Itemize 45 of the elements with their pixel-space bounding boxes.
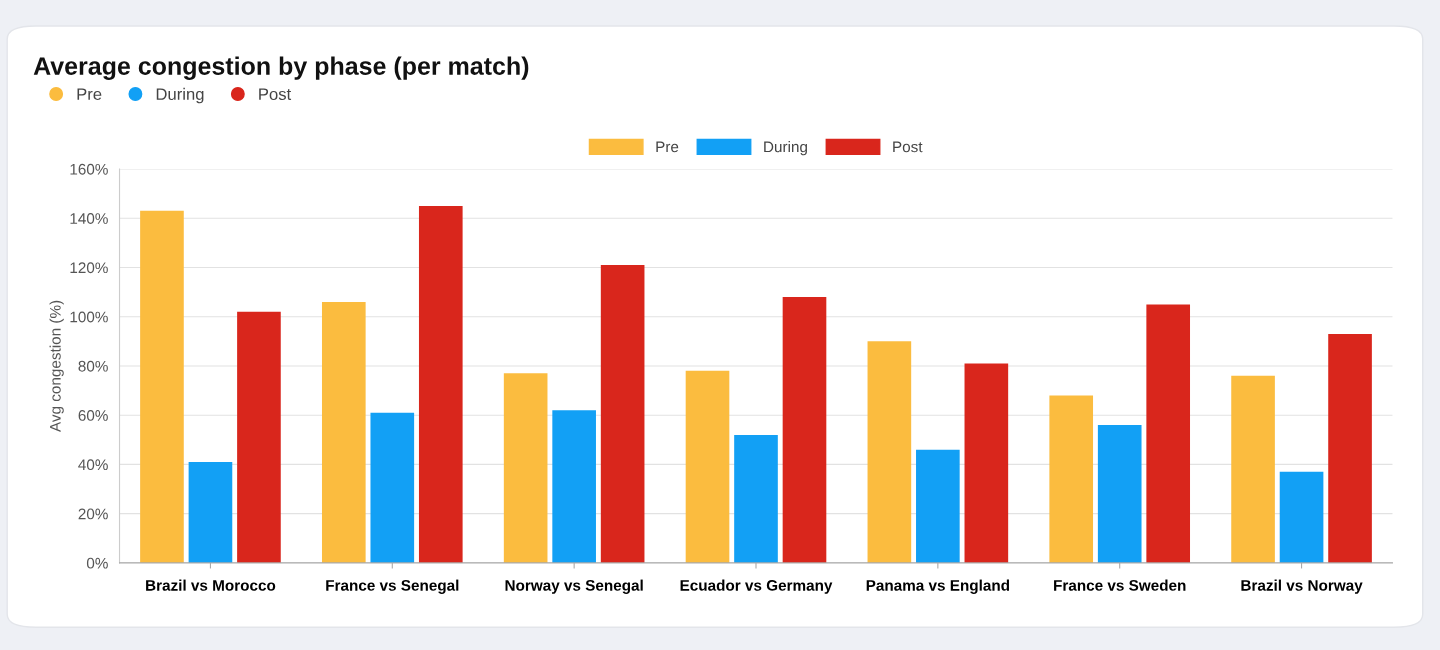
bar <box>734 434 778 563</box>
bar <box>867 341 912 563</box>
x-tick-label: France vs Sweden <box>1054 579 1186 591</box>
y-tick-label: 20% <box>78 508 108 520</box>
bar <box>237 311 281 563</box>
bar <box>1328 333 1372 563</box>
x-tick-label: Brazil vs Morocco <box>146 579 276 591</box>
x-tick-label: Panama vs England <box>866 579 1010 594</box>
bar <box>1279 471 1324 563</box>
bar <box>685 370 730 563</box>
x-tick-label: Norway vs Senegal <box>505 579 643 594</box>
text: Pre <box>77 88 102 101</box>
y-tick-label: 160% <box>70 163 108 175</box>
bar <box>503 373 548 563</box>
bar <box>140 210 184 563</box>
bar <box>321 301 366 563</box>
y-tick-label: 60% <box>78 410 108 421</box>
y-tick-label: 40% <box>78 459 108 471</box>
legend-label: Pre <box>656 141 679 153</box>
bar <box>782 297 827 563</box>
bar <box>600 265 645 563</box>
y-tick-label: 140% <box>70 213 108 224</box>
bar <box>916 449 960 563</box>
legend-label: Post <box>893 141 923 153</box>
bar <box>552 410 596 563</box>
chart-title: Average congestion by phase (per match) <box>33 56 529 80</box>
bar <box>964 363 1009 563</box>
bar <box>418 205 463 563</box>
bar <box>370 412 415 563</box>
bar <box>1097 425 1142 563</box>
y-axis-title: Avg congestion (%) <box>49 300 64 433</box>
y-tick-label: 0% <box>86 557 108 569</box>
x-tick-label: Brazil vs Norway <box>1241 579 1363 594</box>
bar <box>1049 395 1094 563</box>
x-tick-label: Ecuador vs Germany <box>680 579 833 594</box>
text: During <box>156 87 204 104</box>
y-tick-label: 100% <box>70 311 108 323</box>
x-tick-label: France vs Senegal <box>326 579 459 594</box>
bar <box>1231 375 1275 563</box>
y-tick-label: 80% <box>78 360 108 372</box>
legend-label: During <box>764 141 807 156</box>
bar <box>188 461 233 563</box>
text: Post <box>259 88 292 101</box>
y-tick-label: 120% <box>70 262 108 274</box>
bar <box>1146 304 1191 563</box>
